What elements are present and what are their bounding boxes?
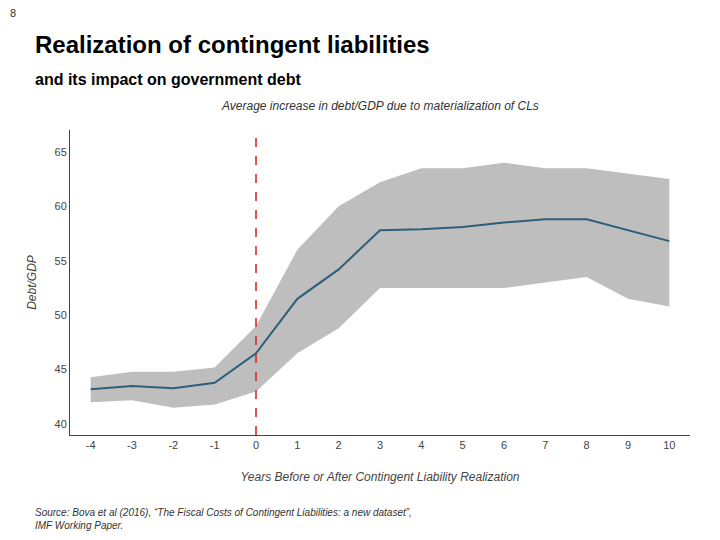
- svg-text:Debt/GDP: Debt/GDP: [25, 255, 39, 310]
- svg-text:60: 60: [55, 200, 67, 212]
- svg-text:65: 65: [55, 146, 67, 158]
- svg-text:0: 0: [253, 439, 259, 451]
- svg-text:and its impact on government d: and its impact on government debt: [35, 71, 301, 88]
- svg-text:7: 7: [542, 439, 548, 451]
- svg-text:50: 50: [55, 309, 67, 321]
- svg-text:Realization of contingent liab: Realization of contingent liabilities: [35, 31, 430, 58]
- svg-text:-3: -3: [127, 439, 137, 451]
- svg-text:-2: -2: [168, 439, 178, 451]
- svg-text:-4: -4: [86, 439, 96, 451]
- svg-text:1: 1: [294, 439, 300, 451]
- svg-text:9: 9: [625, 439, 631, 451]
- svg-text:3: 3: [377, 439, 383, 451]
- svg-text:-1: -1: [210, 439, 220, 451]
- svg-text:5: 5: [460, 439, 466, 451]
- svg-text:Source: Bova et al (2016), “Th: Source: Bova et al (2016), “The Fiscal C…: [35, 507, 412, 531]
- svg-text:10: 10: [663, 439, 675, 451]
- svg-text:4: 4: [418, 439, 424, 451]
- svg-text:8: 8: [10, 7, 16, 19]
- svg-text:8: 8: [584, 439, 590, 451]
- svg-text:Years Before or After Continge: Years Before or After Contingent Liabili…: [240, 470, 519, 484]
- svg-text:6: 6: [501, 439, 507, 451]
- svg-text:55: 55: [55, 255, 67, 267]
- svg-text:40: 40: [55, 418, 67, 430]
- svg-text:Average increase in debt/GDP d: Average increase in debt/GDP due to mate…: [221, 99, 539, 113]
- svg-text:45: 45: [55, 363, 67, 375]
- svg-text:2: 2: [336, 439, 342, 451]
